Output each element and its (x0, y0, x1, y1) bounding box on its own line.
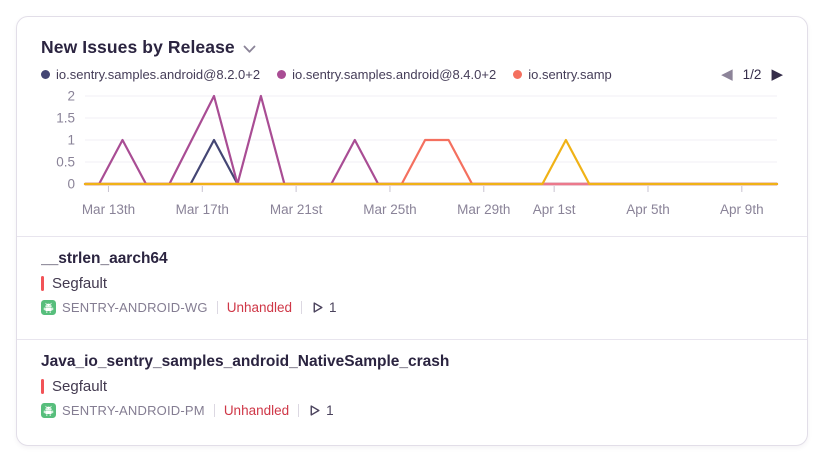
chart-legend: io.sentry.samples.android@8.2.0+2 io.sen… (41, 67, 783, 82)
svg-text:Mar 17th: Mar 17th (176, 202, 229, 217)
svg-text:1.5: 1.5 (56, 111, 75, 126)
svg-text:Mar 21st: Mar 21st (270, 202, 323, 217)
svg-text:Mar 25th: Mar 25th (363, 202, 416, 217)
project-slug: SENTRY-ANDROID-PM (62, 403, 205, 418)
legend-next-page-icon[interactable]: ▶ (771, 66, 783, 83)
error-type-label: Segfault (52, 275, 108, 292)
widget-title: New Issues by Release (41, 37, 235, 57)
separator (213, 404, 215, 417)
svg-text:Apr 9th: Apr 9th (720, 202, 764, 217)
widget-header: New Issues by Release io.sentry.samples.… (17, 17, 807, 82)
unhandled-badge: Unhandled (226, 300, 293, 315)
svg-text:Mar 13th: Mar 13th (82, 202, 135, 217)
play-outline-icon (310, 405, 320, 416)
separator (298, 404, 300, 417)
chevron-down-icon[interactable] (243, 45, 256, 54)
android-project-icon (41, 300, 56, 315)
separator (301, 301, 303, 314)
issue-meta-row: SENTRY-ANDROID-PM Unhandled 1 (41, 403, 783, 418)
issue-title-link[interactable]: __strlen_aarch64 (41, 250, 168, 267)
svg-text:Apr 1st: Apr 1st (533, 202, 576, 217)
event-count-value: 1 (326, 403, 334, 418)
svg-text:2: 2 (67, 89, 75, 104)
issue-row: Java_io_sentry_samples_android_NativeSam… (17, 340, 807, 442)
event-count: 1 (311, 300, 337, 315)
legend-label: io.sentry.samples.android@8.4.0+2 (292, 67, 497, 82)
play-outline-icon (313, 302, 323, 313)
issue-meta-row: SENTRY-ANDROID-WG Unhandled 1 (41, 300, 783, 315)
legend-item[interactable]: io.sentry.samp (513, 67, 612, 82)
issue-type-row: Segfault (41, 275, 783, 292)
legend-page-indicator: 1/2 (742, 67, 762, 82)
project-slug: SENTRY-ANDROID-WG (62, 300, 208, 315)
row-divider (17, 339, 807, 340)
svg-text:1: 1 (67, 133, 75, 148)
new-issues-widget-card: New Issues by Release io.sentry.samples.… (16, 16, 808, 446)
separator (216, 301, 218, 314)
legend-dot (513, 70, 523, 79)
issue-type-row: Segfault (41, 378, 783, 395)
legend-item[interactable]: io.sentry.samples.android@8.4.0+2 (277, 67, 496, 82)
event-count-value: 1 (329, 300, 337, 315)
error-type-label: Segfault (52, 378, 108, 395)
widget-title-dropdown[interactable]: New Issues by Release (41, 37, 783, 58)
svg-text:Mar 29th: Mar 29th (457, 202, 510, 217)
line-chart-svg[interactable]: 0 0.5 1 1.5 2 Mar 13th Mar 17th Mar 21st Mar 25t… (17, 84, 808, 236)
svg-text:Apr 5th: Apr 5th (626, 202, 670, 217)
event-count: 1 (308, 403, 334, 418)
legend-prev-page-icon[interactable]: ◀ (721, 66, 733, 83)
error-level-bar (41, 379, 44, 394)
legend-pager: ◀ 1/2 ▶ (721, 67, 783, 82)
android-project-icon (41, 403, 56, 418)
section-divider (17, 236, 807, 237)
legend-dot (41, 70, 50, 79)
legend-label: io.sentry.samp (528, 67, 612, 82)
svg-text:0.5: 0.5 (56, 155, 75, 170)
issue-row: __strlen_aarch64 Segfault SENTRY-ANDROID… (17, 237, 807, 339)
line-chart[interactable]: 0 0.5 1 1.5 2 Mar 13th Mar 17th Mar 21st Mar 25t… (17, 84, 808, 236)
legend-label: io.sentry.samples.android@8.2.0+2 (56, 67, 261, 82)
legend-item[interactable]: io.sentry.samples.android@8.2.0+2 (41, 67, 260, 82)
legend-dot (277, 70, 287, 79)
unhandled-badge: Unhandled (223, 403, 290, 418)
error-level-bar (41, 276, 44, 291)
issue-title-link[interactable]: Java_io_sentry_samples_android_NativeSam… (41, 353, 450, 370)
svg-text:0: 0 (67, 177, 75, 192)
